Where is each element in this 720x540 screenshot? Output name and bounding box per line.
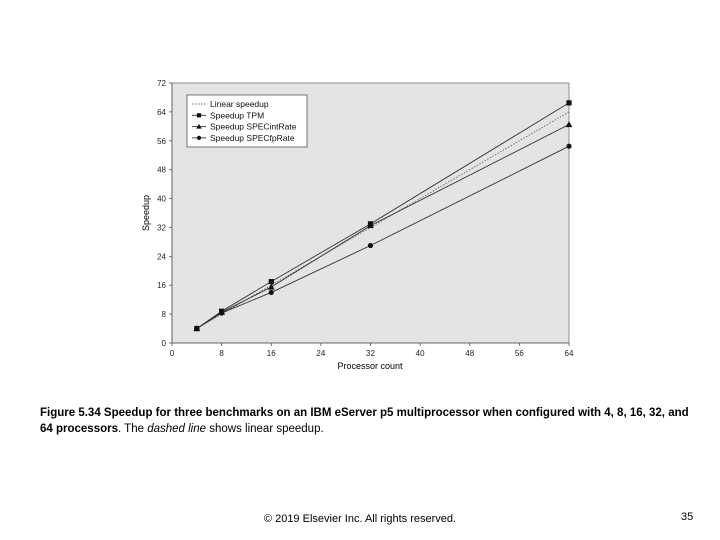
caption-italic: dashed line [147,423,207,435]
data-point-triangle [565,121,573,128]
y-tick-label: 64 [157,108,166,117]
x-tick-label: 8 [219,349,224,358]
figure-caption: Figure 5.34 Speedup for three benchmarks… [40,405,690,437]
y-tick-label: 24 [157,252,166,261]
page-number: 35 [681,511,694,523]
y-tick-label: 56 [157,137,166,146]
data-point-circle [566,143,572,149]
data-point-triangle [267,283,275,290]
x-tick-label: 16 [267,349,276,358]
legend-label: Linear speedup [210,99,269,109]
data-point-triangle [196,123,202,129]
x-tick-label: 24 [316,349,325,358]
legend-label: Speedup TPM [210,110,264,120]
data-point-circle [268,289,274,296]
y-tick-label: 16 [157,281,166,290]
caption-text: . The [118,423,148,435]
data-point-square [566,100,572,106]
x-tick-label: 0 [170,349,175,358]
caption-bold: Figure 5.34 Speedup for three benchmarks… [40,407,689,435]
data-point-circle [194,325,200,332]
x-tick-label: 56 [515,349,524,358]
data-point-circle [196,135,202,140]
y-tick-label: 0 [162,339,167,348]
data-point-square [268,279,274,285]
data-point-square [196,113,202,118]
copyright-footer: © 2019 Elsevier Inc. All rights reserved… [263,513,457,525]
y-tick-label: 40 [157,195,166,204]
legend-box [186,94,308,148]
data-point-circle [219,310,225,316]
y-axis-label: Speedup [141,195,151,231]
y-tick-label: 72 [157,79,166,88]
x-axis-label: Processor count [337,361,403,371]
data-point-circle [367,242,374,249]
x-tick-label: 32 [366,349,375,358]
y-tick-label: 48 [157,166,166,175]
x-tick-label: 64 [565,349,574,358]
caption-text-end: shows linear speedup. [206,423,324,435]
chart-series [193,100,573,332]
legend-label: Speedup SPECfpRate [210,133,295,143]
y-tick-label: 32 [157,223,166,232]
chart-axes: 0 8 16 24 32 40 48 56 64 0 8 16 24 32 40 48 56 64 72 [157,79,574,358]
speedup-chart: 0 8 16 24 32 40 48 56 64 0 8 16 24 32 40 48 56 64 72 Linea… [141,79,574,371]
x-tick-label: 40 [416,349,425,358]
y-tick-label: 8 [162,310,167,319]
legend-label: Speedup SPECintRate [210,122,297,132]
data-point-triangle [367,222,374,229]
x-tick-label: 48 [465,349,474,358]
